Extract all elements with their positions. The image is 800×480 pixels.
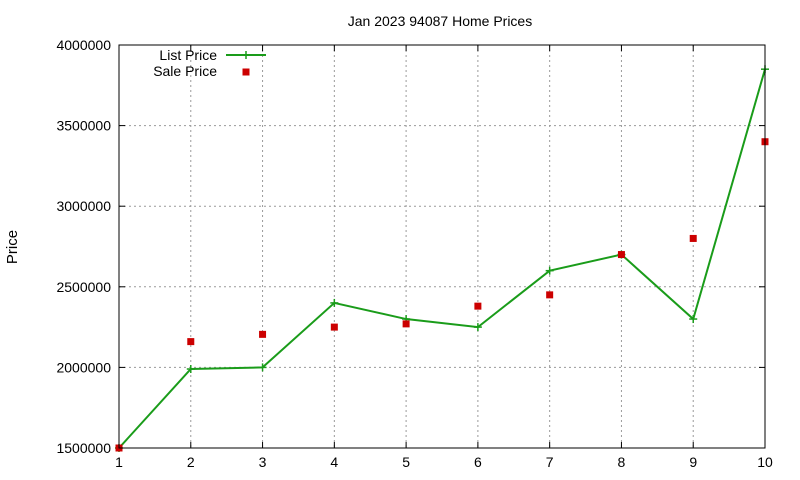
x-tick-label: 10 — [757, 454, 773, 470]
list-price-point — [258, 363, 267, 372]
x-tick-label: 3 — [259, 454, 267, 470]
plot-border — [118, 44, 766, 449]
legend-list-price-label: List Price — [159, 47, 217, 63]
list-price-line — [118, 68, 766, 449]
y-tick-label: 3000000 — [56, 198, 111, 214]
x-tick-label: 4 — [330, 454, 338, 470]
x-tick-label: 8 — [618, 454, 626, 470]
y-tick-label: 1500000 — [56, 440, 111, 456]
x-tick-label: 5 — [402, 454, 410, 470]
sale-price-point — [402, 320, 410, 328]
list-price-point — [545, 266, 554, 275]
plot-series — [115, 65, 769, 452]
x-tick-label: 2 — [187, 454, 195, 470]
x-tick-label: 6 — [474, 454, 482, 470]
sale-price-point — [187, 338, 195, 346]
x-tick-label: 7 — [546, 454, 554, 470]
legend: List Price Sale Price — [153, 47, 266, 79]
y-tick-label: 3500000 — [56, 118, 111, 134]
list-price-point — [330, 298, 339, 307]
sale-price-point — [546, 291, 554, 299]
sale-price-point — [330, 323, 338, 331]
list-price-point — [689, 315, 698, 324]
list-price-point — [186, 365, 195, 374]
y-tick-label: 2000000 — [56, 359, 111, 375]
y-axis-label: Price — [4, 230, 21, 264]
legend-sale-price-label: Sale Price — [153, 63, 217, 79]
sale-price-point — [259, 330, 267, 338]
grid — [119, 45, 765, 448]
y-tick-label: 4000000 — [56, 37, 111, 53]
legend-list-price-marker — [242, 51, 250, 59]
y-tick-label: 2500000 — [56, 279, 111, 295]
x-tick-label: 9 — [689, 454, 697, 470]
chart-title: Jan 2023 94087 Home Prices — [348, 13, 532, 29]
sale-price-point — [474, 302, 482, 310]
axis-ticks: 1500000 2000000 2500000 3000000 3500000 40000… — [56, 37, 773, 470]
sale-price-point — [689, 234, 697, 242]
x-tick-label: 1 — [115, 454, 123, 470]
list-price-point — [473, 323, 482, 332]
sale-price-point — [617, 251, 625, 259]
legend-sale-price-marker — [242, 68, 250, 76]
